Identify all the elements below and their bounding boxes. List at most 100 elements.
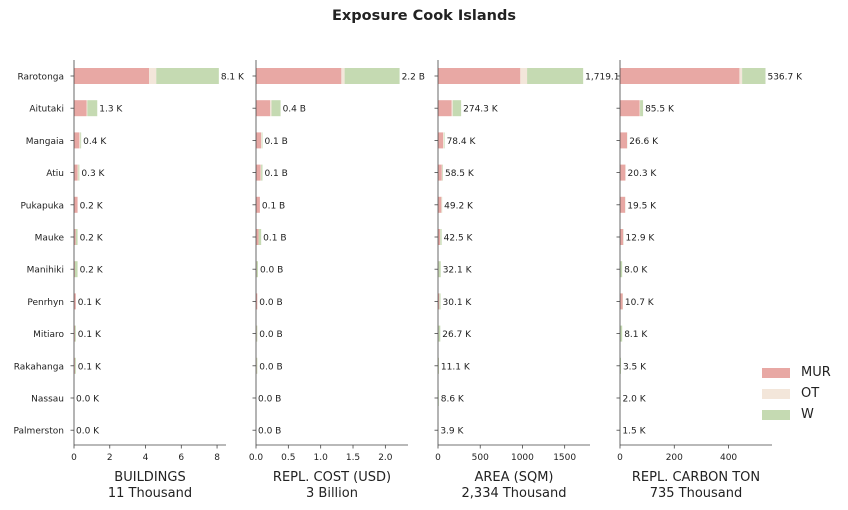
legend-item-ot: OT <box>762 383 842 404</box>
panel-2-bar-atiu-mur <box>256 164 261 181</box>
panel-4-bar-mauke-mur <box>620 229 624 245</box>
panel-1-bar-penrhyn-mur <box>74 293 76 310</box>
panel-4-data-label-nassau: 2.0 K <box>623 395 647 405</box>
panel-1-bar-aitutaki-w <box>87 100 98 117</box>
panel-4-xtick-label-0: 0 <box>617 453 623 463</box>
panel-4-bar-aitutaki-ot <box>639 100 641 117</box>
panel-4-bar-rarotonga-w <box>742 68 766 84</box>
category-label-mauke: Mauke <box>35 234 65 244</box>
panel-4-bar-rarotonga-ot <box>739 68 743 84</box>
panel-3-bar-mangaia-mur <box>438 132 444 149</box>
panel-2-xtick-label-4: 2.0 <box>378 453 393 463</box>
panel-3-bar-rarotonga-w <box>527 68 584 84</box>
panel-2-bar-rarotonga-ot <box>341 68 345 84</box>
panel-3-x-axis-label: AREA (SQM) <box>474 470 553 485</box>
panel-2-data-label-mauke: 0.1 B <box>263 234 286 244</box>
panel-1-data-label-aitutaki: 1.3 K <box>99 105 123 115</box>
panel-2-data-label-atiu: 0.1 B <box>264 169 287 179</box>
panel-4-data-label-atiu: 20.3 K <box>628 169 658 179</box>
panel-3-bar-manihiki-w <box>438 261 441 278</box>
panel-3-data-label-aitutaki: 274.3 K <box>463 105 499 115</box>
panel-2-bar-atiu-ot <box>260 164 262 181</box>
category-label-aitutaki: Aitutaki <box>29 105 64 115</box>
panel-3-bar-pukapuka-mur <box>438 196 442 213</box>
panel-1-data-label-manihiki: 0.2 K <box>80 266 104 276</box>
panel-4-bar-rarotonga-mur <box>620 68 740 84</box>
panel-2-xtick-label-1: 0.5 <box>281 453 295 463</box>
panel-4-data-label-mangaia: 26.6 K <box>629 137 659 147</box>
panel-1-bar-atiu-w <box>78 164 80 181</box>
panel-4-data-label-rarotonga: 536.7 K <box>767 73 803 83</box>
panel-4-bar-aitutaki-mur <box>620 100 640 117</box>
panel-4-bar-penrhyn-mur <box>620 293 623 310</box>
panel-1-bar-aitutaki-ot <box>86 100 88 117</box>
panel-1-xtick-label-1: 2 <box>107 453 113 463</box>
panel-3-data-label-nassau: 8.6 K <box>441 395 465 405</box>
panel-2-data-label-penrhyn: 0.0 B <box>259 298 282 308</box>
panel-3-data-label-mangaia: 78.4 K <box>447 137 477 147</box>
panel-4-bar-pukapuka-mur <box>620 196 626 213</box>
panel-3-xtick-label-2: 1000 <box>511 453 534 463</box>
panel-3-bar-aitutaki-ot <box>451 100 453 117</box>
legend-swatch-w <box>762 409 790 420</box>
category-label-nassau: Nassau <box>31 395 64 405</box>
panel-3-bar-penrhyn-mur <box>438 293 440 310</box>
category-label-rarotonga: Rarotonga <box>17 73 64 83</box>
category-label-mitiaro: Mitiaro <box>33 330 64 340</box>
panel-2-bar-mangaia-mur <box>256 132 262 149</box>
category-label-manihiki: Manihiki <box>27 266 64 276</box>
legend-swatch-mur <box>762 367 790 378</box>
category-label-pukapuka: Pukapuka <box>20 201 64 211</box>
panel-2-bar-mauke-w <box>258 229 262 245</box>
panel-2-bar-manihiki-w <box>256 261 258 278</box>
category-label-rakahanga: Rakahanga <box>14 362 64 372</box>
panel-2-bar-mauke-mur <box>256 229 259 245</box>
panel-3-bar-rarotonga-ot <box>520 68 528 84</box>
panel-1-data-label-mitiaro: 0.1 K <box>78 330 102 340</box>
panel-1-bar-manihiki-w <box>74 261 78 278</box>
panel-4-xtick-label-2: 400 <box>720 453 737 463</box>
panel-3-bar-mangaia-w <box>443 132 445 149</box>
panel-3-data-label-palmerston: 3.9 K <box>440 427 464 437</box>
panel-3-bar-rarotonga-mur <box>438 68 521 84</box>
panel-2-bar-aitutaki-ot <box>270 100 272 117</box>
panel-1-xtick-label-0: 0 <box>71 453 77 463</box>
panel-4-data-label-penrhyn: 10.7 K <box>625 298 655 308</box>
panel-2-bar-pukapuka-mur <box>256 196 260 213</box>
panel-2-data-label-rakahanga: 0.0 B <box>259 362 282 372</box>
panel-4-data-label-pukapuka: 19.5 K <box>627 201 657 211</box>
panel-1-xtick-label-4: 8 <box>214 453 220 463</box>
panel-3-bar-atiu-ot <box>441 164 443 181</box>
panel-1-data-label-pukapuka: 0.2 K <box>80 201 104 211</box>
panel-4-data-label-palmerston: 1.5 K <box>622 427 646 437</box>
panel-1-xtick-label-3: 6 <box>178 453 184 463</box>
panel-2-data-label-nassau: 0.0 B <box>258 395 281 405</box>
panel-4-bar-aitutaki-w <box>640 100 644 117</box>
panel-4-xtick-label-1: 200 <box>666 453 683 463</box>
panel-1-bar-mangaia-mur <box>74 132 80 149</box>
panel-2-data-label-palmerston: 0.0 B <box>258 427 281 437</box>
panel-1-bar-manihiki-mur <box>74 261 75 278</box>
panel-4-total-label: 735 Thousand <box>650 486 743 501</box>
panel-1-bar-rarotonga-w <box>156 68 219 84</box>
panel-1-data-label-palmerston: 0.0 K <box>76 427 100 437</box>
panel-2-bar-aitutaki-mur <box>256 100 271 117</box>
panel-3-bar-mitiaro-w <box>438 325 441 342</box>
panel-3-bar-mangaia-ot <box>443 132 444 149</box>
panel-2-data-label-mangaia: 0.1 B <box>264 137 287 147</box>
panel-3-bar-atiu-w <box>442 164 443 181</box>
panel-1-bar-rakahanga-mur <box>74 357 75 374</box>
panel-3-data-label-atiu: 58.5 K <box>445 169 475 179</box>
panel-3-xtick-label-3: 1500 <box>553 453 576 463</box>
panel-4-bar-atiu-mur <box>620 164 626 181</box>
panel-3-bar-aitutaki-w <box>452 100 462 117</box>
panel-1-bar-atiu-ot <box>77 164 79 181</box>
panel-2-xtick-label-2: 1.0 <box>314 453 329 463</box>
panel-1-data-label-nassau: 0.0 K <box>76 395 100 405</box>
panel-3-bar-nassau-w <box>438 390 439 406</box>
panel-2-data-label-manihiki: 0.0 B <box>260 266 283 276</box>
panel-1-data-label-atiu: 0.3 K <box>81 169 105 179</box>
panel-2-bar-penrhyn-mur <box>256 293 258 310</box>
panel-1-bar-mangaia-ot <box>79 132 81 149</box>
